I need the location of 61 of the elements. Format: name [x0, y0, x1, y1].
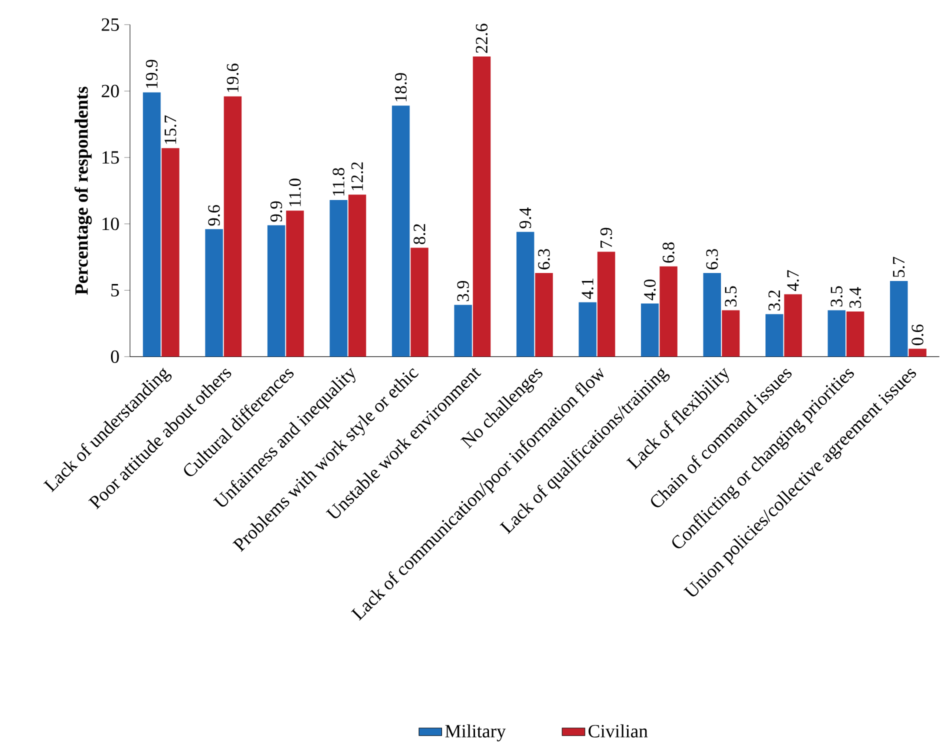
- data-label: 19.9: [146, 60, 158, 88]
- data-label: 3.2: [768, 290, 780, 311]
- y-axis-title: Percentage of respondents: [74, 86, 92, 295]
- bar: [516, 232, 534, 357]
- data-label: 6.8: [662, 242, 674, 263]
- bar: [703, 273, 721, 357]
- data-label: 5.7: [893, 257, 905, 278]
- bar: [784, 294, 802, 357]
- bar: [640, 304, 659, 357]
- y-tick-label: 15: [102, 151, 119, 164]
- data-label: 12.2: [351, 162, 364, 190]
- data-label: 6.3: [706, 249, 718, 270]
- data-label: 22.6: [476, 24, 488, 54]
- bar: [765, 314, 784, 357]
- y-tick-label: 20: [102, 84, 119, 98]
- bar: [578, 302, 596, 357]
- data-label: 3.9: [457, 281, 469, 302]
- bar: [348, 194, 366, 357]
- data-label: 11.8: [332, 168, 344, 196]
- data-label: 9.9: [270, 201, 282, 222]
- data-label: 3.5: [724, 286, 737, 307]
- bar: [267, 225, 286, 357]
- legend-label: Military: [445, 724, 506, 742]
- data-label: 0.6: [912, 324, 924, 346]
- data-label: 6.3: [538, 249, 550, 270]
- bar: [660, 266, 678, 357]
- data-label: 9.6: [208, 205, 220, 226]
- bar: [410, 248, 428, 357]
- y-tick-label: 0: [110, 350, 119, 364]
- bar: [142, 92, 161, 357]
- bar: [330, 200, 348, 357]
- bar: [535, 273, 553, 357]
- bar: [224, 96, 242, 357]
- y-tick-label: 25: [102, 18, 119, 32]
- bar: [205, 229, 223, 357]
- data-label: 9.4: [519, 208, 532, 228]
- data-label: 3.4: [849, 287, 862, 308]
- data-label: 4.0: [644, 280, 656, 300]
- bar: [828, 310, 846, 357]
- y-tick-label: 10: [102, 218, 119, 230]
- data-label: 18.9: [394, 73, 407, 102]
- data-label: 3.5: [830, 286, 842, 307]
- data-label: 19.6: [226, 64, 239, 92]
- bar: [846, 312, 864, 357]
- bar: [722, 310, 740, 357]
- data-label: 7.9: [600, 228, 612, 248]
- data-label: 11.0: [289, 178, 301, 206]
- bar: [908, 348, 926, 357]
- bar: [597, 252, 616, 357]
- legend-label: Civilian: [588, 724, 648, 738]
- bar: [472, 56, 491, 357]
- data-label: 4.1: [582, 278, 594, 300]
- data-label: 15.7: [164, 116, 176, 144]
- y-tick-label: 5: [111, 284, 119, 297]
- bar: [890, 281, 908, 357]
- bar: [162, 148, 180, 357]
- bar: [392, 106, 410, 357]
- bar: [454, 305, 472, 357]
- data-label: 8.2: [414, 224, 426, 244]
- data-label: 4.7: [787, 270, 799, 292]
- bar: [286, 210, 304, 357]
